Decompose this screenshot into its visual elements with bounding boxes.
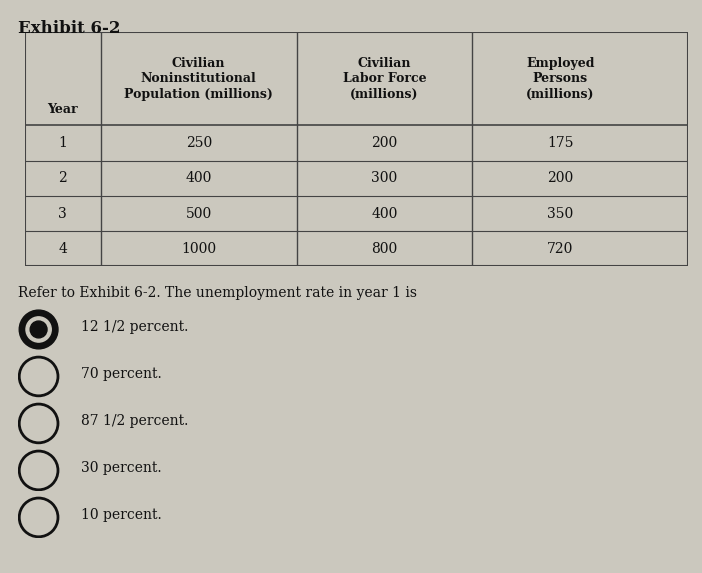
Text: 400: 400	[371, 207, 397, 221]
Text: 1000: 1000	[181, 242, 216, 256]
Text: 12 1/2 percent.: 12 1/2 percent.	[81, 320, 188, 333]
Text: 4: 4	[58, 242, 67, 256]
Text: 800: 800	[371, 242, 397, 256]
Text: Civilian
Noninstitutional
Population (millions): Civilian Noninstitutional Population (mi…	[124, 57, 273, 100]
Text: 2: 2	[58, 171, 67, 185]
Text: Civilian
Labor Force
(millions): Civilian Labor Force (millions)	[343, 57, 426, 100]
Circle shape	[30, 321, 47, 338]
Text: Refer to Exhibit 6-2. The unemployment rate in year 1 is: Refer to Exhibit 6-2. The unemployment r…	[18, 286, 416, 300]
Text: 87 1/2 percent.: 87 1/2 percent.	[81, 414, 188, 427]
Text: 350: 350	[547, 207, 574, 221]
Text: 250: 250	[185, 136, 212, 150]
Text: 175: 175	[547, 136, 574, 150]
Text: 720: 720	[547, 242, 574, 256]
Text: 70 percent.: 70 percent.	[81, 367, 161, 380]
Circle shape	[19, 310, 58, 349]
Text: 10 percent.: 10 percent.	[81, 508, 161, 521]
Text: 200: 200	[547, 171, 574, 185]
Text: 300: 300	[371, 171, 397, 185]
Text: 400: 400	[185, 171, 212, 185]
Text: Exhibit 6-2: Exhibit 6-2	[18, 20, 120, 37]
Text: 200: 200	[371, 136, 397, 150]
Text: Employed
Persons
(millions): Employed Persons (millions)	[526, 57, 595, 100]
Text: 30 percent.: 30 percent.	[81, 461, 161, 474]
Text: 500: 500	[185, 207, 212, 221]
Text: Year: Year	[48, 103, 78, 116]
Text: 3: 3	[58, 207, 67, 221]
Text: 1: 1	[58, 136, 67, 150]
Circle shape	[26, 317, 51, 342]
